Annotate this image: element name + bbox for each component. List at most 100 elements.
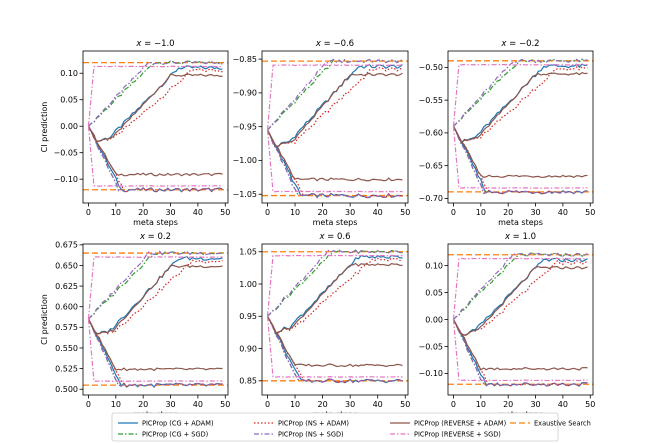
x-tick-label: 40 <box>558 400 568 409</box>
y-tick-label: −0.10 <box>418 369 443 378</box>
legend-item: PICProp (CG + SGD) <box>118 430 208 438</box>
x-tick: 10 <box>290 395 300 409</box>
x-axis-label: meta steps <box>133 218 178 227</box>
y-tick-label: 0.90 <box>239 344 257 353</box>
y-tick: 0.85 <box>239 377 262 386</box>
subplot-2: 0 10 20 30 40 50 −0.85 −0.90 −0.95 −1.00 −1.05 x = … <box>232 39 410 227</box>
series-4-lower-line <box>266 129 403 182</box>
x-tick-label: 30 <box>530 400 540 409</box>
y-tick-label: 0.10 <box>60 69 78 78</box>
legend-item: PICProp (NS + ADAM) <box>254 419 349 427</box>
series-0-upper-line <box>266 63 403 147</box>
y-tick: 0.00 <box>425 315 448 324</box>
x-tick-label: 0 <box>86 208 91 217</box>
plot-area <box>262 249 408 384</box>
y-tick: −0.10 <box>53 175 83 184</box>
x-tick: 30 <box>165 203 176 217</box>
legend-item: PICProp (REVERSE + ADAM) <box>390 419 506 427</box>
x-tick: 10 <box>111 395 121 409</box>
series-3-lower-line <box>87 318 223 388</box>
axes-frame <box>447 50 594 204</box>
x-tick-label: 20 <box>138 208 148 217</box>
x-tick-label: 40 <box>558 208 568 217</box>
x-tick-label: 20 <box>138 400 148 409</box>
y-tick: 0.90 <box>239 344 262 353</box>
subplot-title: x = −0.6 <box>315 39 354 49</box>
y-tick-label: −0.85 <box>232 55 257 64</box>
axes-frame <box>447 243 594 396</box>
x-tick-label: 50 <box>400 208 410 217</box>
x-tick: 10 <box>476 395 486 409</box>
legend-label: PICProp (CG + ADAM) <box>142 419 214 427</box>
y-tick: −0.05 <box>418 342 448 351</box>
legend-label: PICProp (NS + SGD) <box>278 430 344 438</box>
series-4-upper-line <box>452 72 588 144</box>
x-tick-label: 30 <box>165 208 175 217</box>
x-tick: 40 <box>193 395 203 409</box>
x-tick-label: 40 <box>373 208 383 217</box>
series-0-upper-line <box>452 257 588 336</box>
x-tick: 0 <box>451 395 456 409</box>
plot-area <box>448 252 593 387</box>
y-tick-label: −0.05 <box>53 148 78 157</box>
y-tick-label: 0.650 <box>55 261 78 270</box>
y-tick-label: −0.50 <box>418 63 443 72</box>
x-tick-label: 30 <box>345 208 355 217</box>
subplot-1: 0 10 20 30 40 50 0.10 0.05 0.00 −0.05 −0.10 x = −1.… <box>40 39 230 227</box>
y-tick-label: −0.55 <box>418 96 443 105</box>
y-tick-label: 0.00 <box>425 315 443 324</box>
y-tick-label: −0.65 <box>418 161 443 170</box>
legend-label: PICProp (NS + ADAM) <box>278 419 349 427</box>
x-tick-label: 50 <box>220 400 230 409</box>
y-tick: −0.60 <box>418 129 448 138</box>
x-tick: 20 <box>138 395 148 409</box>
x-tick: 40 <box>193 203 203 217</box>
y-tick: 0.550 <box>55 344 83 353</box>
subplot-title: x = 1.0 <box>504 232 536 242</box>
x-tick-label: 50 <box>585 400 595 409</box>
y-tick-label: 0.550 <box>55 344 78 353</box>
series-5-lower-line <box>87 319 223 382</box>
y-tick-label: 0.00 <box>60 122 78 131</box>
x-tick: 10 <box>111 203 121 217</box>
x-tick-label: 20 <box>318 400 328 409</box>
series-3-upper-line <box>453 252 588 320</box>
plot-area <box>83 250 228 388</box>
x-tick-label: 50 <box>400 400 410 409</box>
series-2-lower-line <box>87 125 223 193</box>
y-tick: 0.675 <box>55 241 83 250</box>
series-1-upper-line <box>267 249 403 317</box>
series-3-upper-line <box>267 249 403 317</box>
series-2-lower-line <box>266 315 403 384</box>
subplot-6: 0 10 20 30 40 50 0.10 0.05 0.00 −0.05 −0.10 x = 1.0… <box>418 232 595 419</box>
legend-item: Exaustive Search <box>510 419 591 427</box>
series-5-lower-line <box>266 316 403 378</box>
y-tick-label: −1.05 <box>232 190 257 199</box>
y-tick: −1.00 <box>232 156 262 165</box>
subplot-3: 0 10 20 30 40 50 −0.50 −0.55 −0.60 −0.65 −0.70 x = … <box>418 39 595 227</box>
x-tick-label: 0 <box>86 400 91 409</box>
series-5-lower-line <box>452 126 588 189</box>
x-tick: 20 <box>138 203 148 217</box>
y-tick: 1.00 <box>239 280 262 289</box>
series-1-upper-line <box>453 252 588 320</box>
series-4-lower-line <box>452 126 588 179</box>
y-tick: 1.05 <box>239 248 262 257</box>
series-3-lower-line <box>452 126 588 195</box>
y-tick: −0.55 <box>418 96 448 105</box>
y-tick: 0.10 <box>425 261 448 270</box>
legend-label: PICProp (REVERSE + SGD) <box>414 430 501 438</box>
legend-item: PICProp (REVERSE + SGD) <box>390 430 501 438</box>
series-3-upper-line <box>267 58 403 131</box>
x-tick: 30 <box>530 395 541 409</box>
y-tick-label: −0.90 <box>232 89 257 98</box>
x-tick: 50 <box>220 395 230 409</box>
x-tick-label: 10 <box>290 400 300 409</box>
y-tick: −0.90 <box>232 89 262 98</box>
x-tick: 30 <box>530 203 541 217</box>
x-tick-label: 30 <box>345 400 355 409</box>
y-tick: 0.500 <box>55 385 83 394</box>
x-tick: 0 <box>451 203 456 217</box>
series-0-lower-line <box>266 315 403 384</box>
series-5-lower-line <box>452 319 588 382</box>
